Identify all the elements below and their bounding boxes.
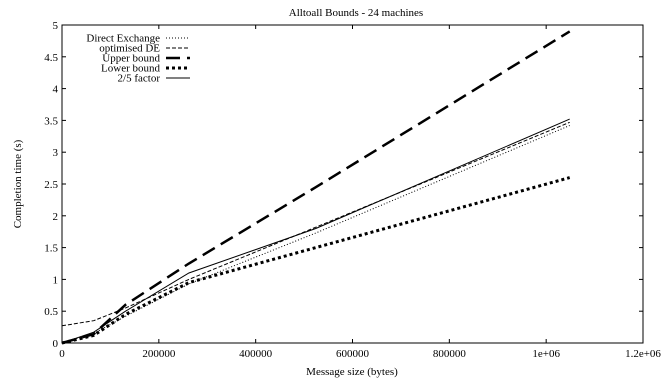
legend-label: Lower bound <box>101 63 160 75</box>
y-tick-label: 0.5 <box>44 306 58 318</box>
series-layer <box>61 30 571 345</box>
y-tick-label: 0 <box>53 338 59 350</box>
series-line-5 <box>61 118 570 344</box>
y-axis-ticks: 0 0.5 1 1.5 2 2.5 3 3.5 4 4.5 5 <box>44 20 643 350</box>
y-tick-label: 3.5 <box>44 115 58 127</box>
y-axis-label: Completion time (s) <box>12 139 24 228</box>
x-tick-label: 400000 <box>239 348 273 360</box>
y-tick-label: 2.5 <box>44 179 58 191</box>
x-tick-label: 600000 <box>336 348 370 360</box>
y-tick-label: 1.5 <box>44 243 58 255</box>
y-tick-label: 2 <box>53 211 59 223</box>
y-tick-label: 1 <box>53 274 59 286</box>
x-tick-label: 800000 <box>433 348 467 360</box>
series-line-4 <box>61 176 571 345</box>
x-tick-label: 1.2e+06 <box>625 348 661 360</box>
y-tick-label: 4.5 <box>44 52 58 64</box>
legend-label: Direct Exchange <box>86 33 160 45</box>
y-tick-label: 4 <box>53 84 59 96</box>
y-tick-label: 3 <box>53 147 59 159</box>
x-axis-ticks: 0 200000 400000 600000 800000 1e+06 1.2e+06 <box>59 25 661 360</box>
x-tick-label: 0 <box>59 348 65 360</box>
legend-label: 2/5 factor <box>118 73 161 85</box>
series-line-2 <box>61 121 570 327</box>
series-line-1 <box>61 125 570 344</box>
x-axis-label: Message size (bytes) <box>306 366 398 378</box>
x-tick-label: 200000 <box>142 348 176 360</box>
legend-label: optimised DE <box>99 43 160 55</box>
series-line-3 <box>61 30 571 345</box>
legend-label: Upper bound <box>102 53 160 65</box>
x-tick-label: 1e+06 <box>532 348 560 360</box>
chart-title: Alltoall Bounds - 24 machines <box>289 7 423 19</box>
y-tick-label: 5 <box>53 20 59 32</box>
